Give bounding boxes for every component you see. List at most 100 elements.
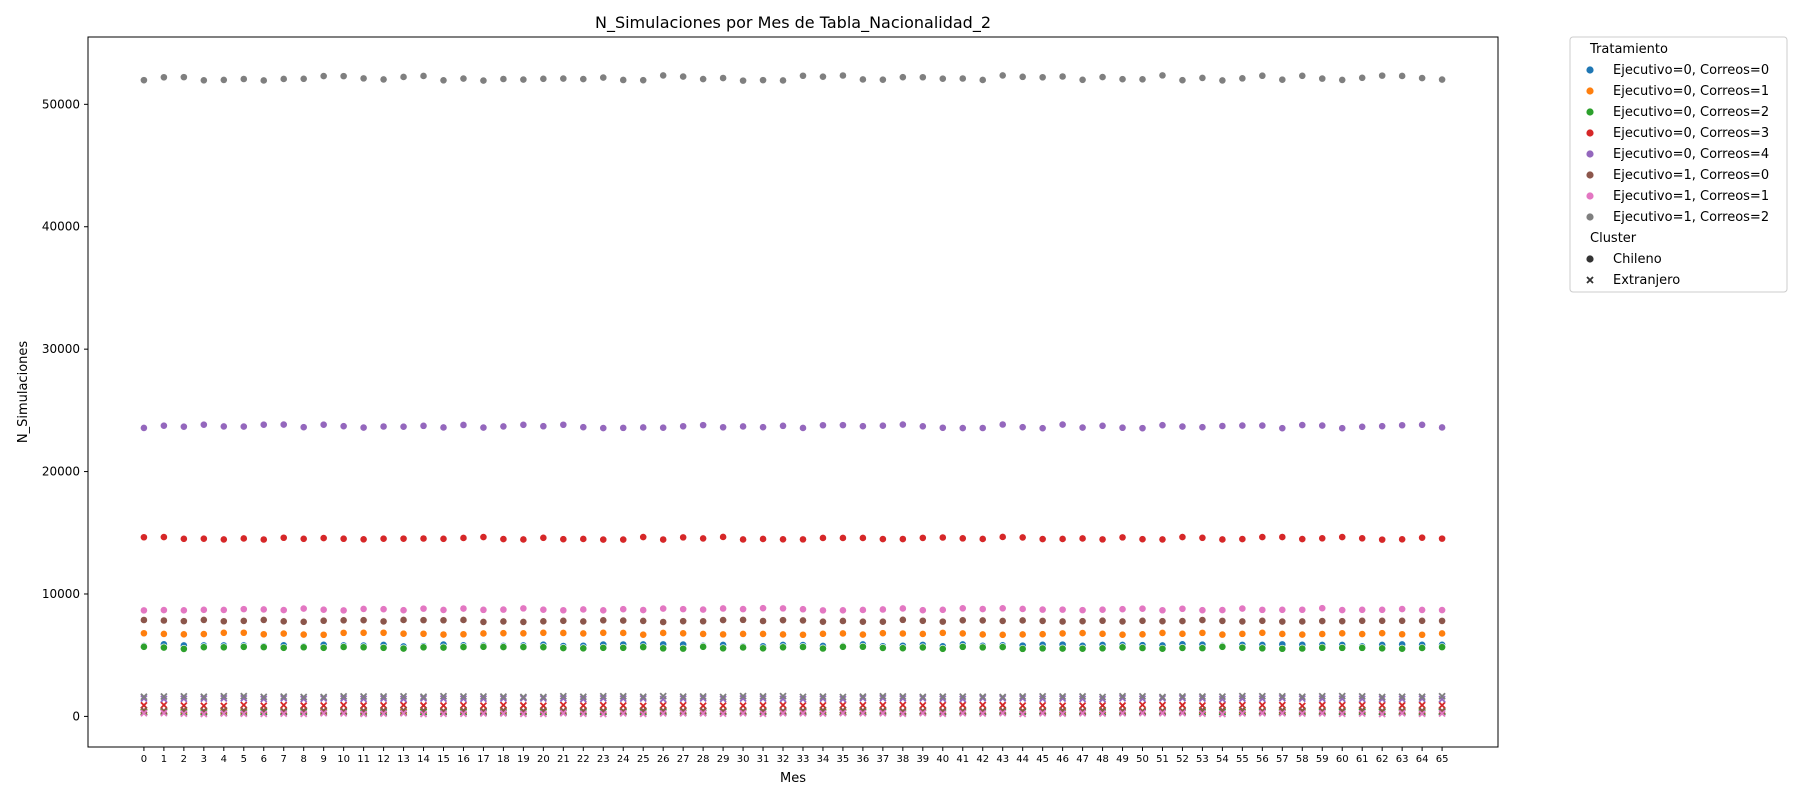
data-point-extranjero <box>999 706 1007 715</box>
data-point-extranjero <box>839 693 847 701</box>
marker-stroke <box>1398 693 1406 701</box>
marker-stroke <box>919 693 927 701</box>
marker-stroke <box>1039 692 1047 700</box>
data-point-chileno <box>839 71 847 80</box>
data-point-extranjero <box>1019 694 1027 702</box>
data-point-extranjero <box>1338 710 1346 718</box>
data-point-chileno <box>1138 644 1147 652</box>
data-point-chileno <box>1178 76 1187 85</box>
data-point-chileno <box>1118 75 1127 84</box>
data-point-chileno <box>619 605 628 614</box>
marker-stroke <box>320 694 328 703</box>
data-point-chileno <box>978 605 987 613</box>
data-point-extranjero <box>1078 709 1087 717</box>
data-point-extranjero <box>519 693 528 701</box>
data-point-chileno <box>359 643 368 652</box>
data-point-extranjero <box>459 710 468 718</box>
marker-stroke <box>1158 709 1167 717</box>
data-point-chileno <box>978 643 987 652</box>
marker-stroke <box>959 695 967 703</box>
marker-stroke <box>140 693 148 701</box>
data-point-chileno <box>519 643 528 651</box>
marker-stroke <box>1198 692 1207 701</box>
marker-stroke <box>359 695 368 703</box>
data-point-chileno <box>898 644 907 653</box>
data-point-chileno <box>639 617 648 625</box>
data-point-chileno <box>739 629 747 638</box>
data-point-chileno <box>679 72 688 81</box>
data-point-extranjero <box>599 710 607 718</box>
marker-stroke <box>1358 695 1366 703</box>
data-point-extranjero <box>419 710 428 718</box>
data-point-chileno <box>978 616 987 625</box>
marker-stroke <box>1198 694 1207 703</box>
marker-stroke <box>1058 692 1067 701</box>
data-point-chileno <box>319 420 328 429</box>
data-point-chileno <box>199 605 208 614</box>
marker-stroke <box>280 694 288 703</box>
data-point-extranjero <box>859 694 867 702</box>
data-point-extranjero <box>160 695 168 703</box>
marker-stroke <box>1158 707 1167 715</box>
marker-stroke <box>200 710 208 718</box>
data-point-chileno <box>799 643 807 651</box>
data-point-chileno <box>339 643 348 651</box>
data-point-chileno <box>499 422 508 431</box>
data-point-chileno <box>439 630 448 639</box>
data-point-chileno <box>219 76 228 84</box>
data-point-chileno <box>779 643 787 652</box>
data-point-chileno <box>1078 629 1087 637</box>
data-point-chileno <box>519 420 528 429</box>
data-point-extranjero <box>1058 692 1067 701</box>
data-point-chileno <box>1258 628 1267 637</box>
marker-stroke <box>699 709 707 717</box>
data-point-chileno <box>479 605 488 614</box>
data-point-chileno <box>1158 421 1167 430</box>
data-point-chileno <box>1278 644 1287 653</box>
x-tick-label: 50 <box>1136 754 1149 765</box>
data-point-chileno <box>319 605 328 614</box>
data-point-chileno <box>938 423 947 432</box>
marker-stroke <box>180 692 188 701</box>
marker-stroke <box>1418 695 1426 703</box>
data-point-chileno <box>1298 421 1307 429</box>
data-point-chileno <box>958 642 967 651</box>
marker-stroke <box>1138 695 1147 703</box>
data-point-chileno <box>299 617 308 626</box>
marker-stroke <box>539 710 547 718</box>
x-tick-label: 62 <box>1376 754 1389 765</box>
data-point-extranjero <box>1358 709 1366 718</box>
data-point-chileno <box>1218 616 1227 625</box>
data-point-extranjero <box>799 695 807 703</box>
legend-marker <box>1586 171 1594 179</box>
data-point-extranjero <box>180 695 188 703</box>
marker-stroke <box>579 701 587 710</box>
data-point-chileno <box>259 630 268 639</box>
data-point-chileno <box>219 535 228 544</box>
data-point-chileno <box>878 421 887 430</box>
legend-marker <box>1586 276 1594 284</box>
data-point-chileno <box>419 616 428 625</box>
data-point-extranjero <box>1358 695 1366 703</box>
marker-stroke <box>459 708 468 716</box>
data-point-chileno <box>898 629 907 638</box>
data-point-chileno <box>1178 617 1187 625</box>
data-point-extranjero <box>979 694 987 702</box>
legend-marker <box>1586 66 1594 74</box>
marker-stroke <box>1078 695 1087 703</box>
data-point-chileno <box>1338 75 1347 84</box>
data-point-extranjero <box>1438 692 1446 700</box>
data-point-extranjero <box>859 693 867 701</box>
data-point-chileno <box>699 605 708 614</box>
data-point-chileno <box>1038 605 1047 614</box>
data-point-chileno <box>859 630 867 639</box>
data-point-extranjero <box>1278 692 1286 700</box>
data-point-extranjero <box>1398 693 1406 701</box>
data-point-chileno <box>859 534 867 542</box>
data-point-chileno <box>579 644 588 653</box>
data-point-chileno <box>1018 630 1027 639</box>
data-point-extranjero <box>1178 694 1187 702</box>
data-point-chileno <box>1058 72 1067 81</box>
data-point-chileno <box>419 643 428 652</box>
data-point-chileno <box>1378 605 1387 614</box>
